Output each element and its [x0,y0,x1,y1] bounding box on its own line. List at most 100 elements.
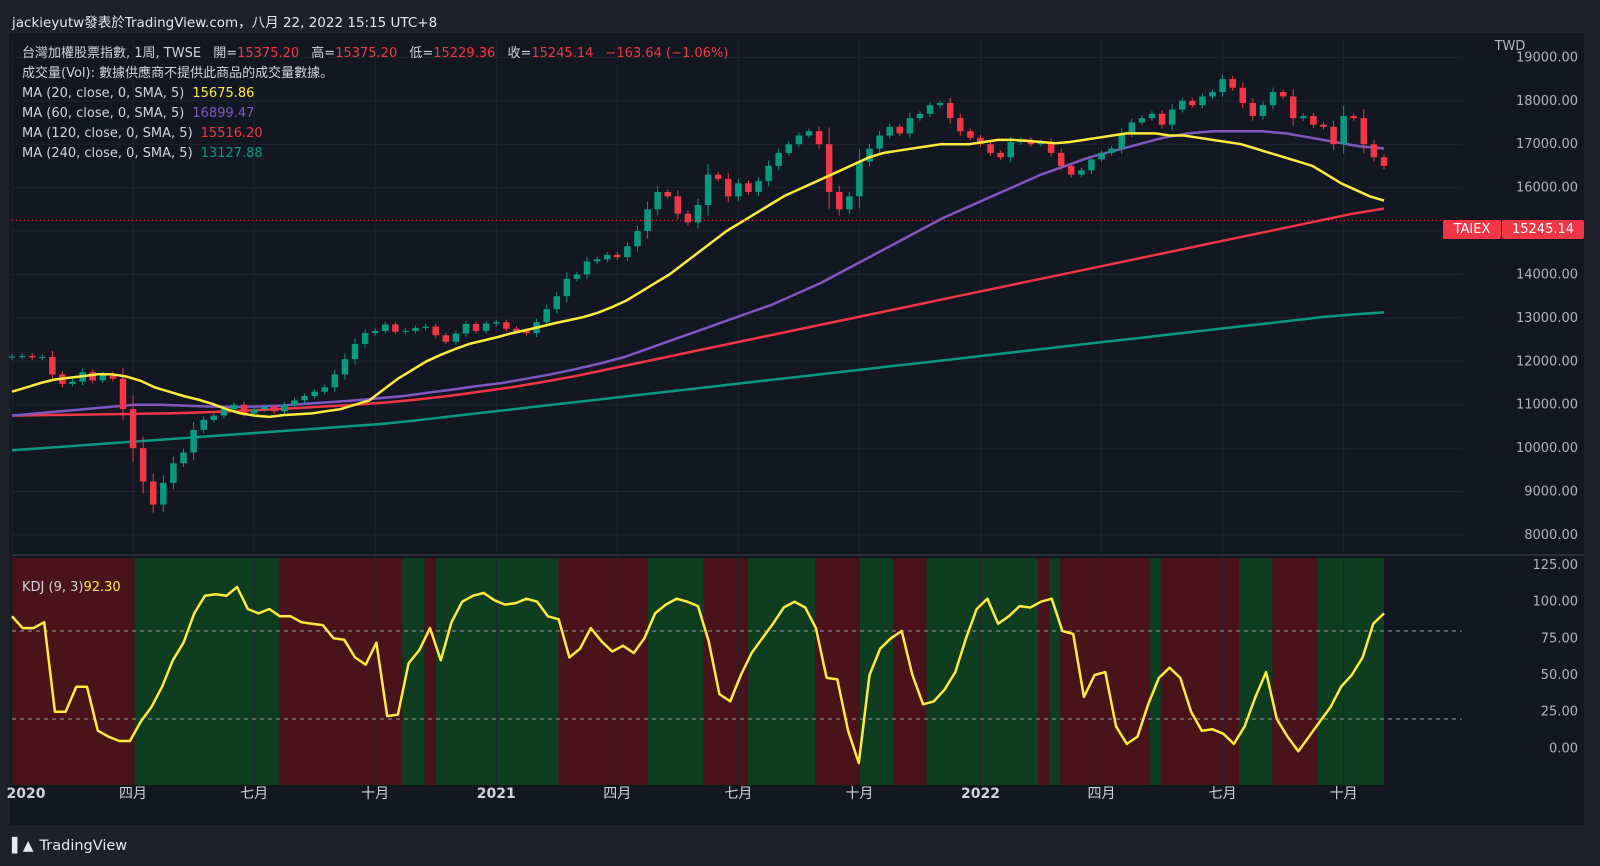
candle-body [866,148,873,162]
candle-body [382,324,389,331]
ma120-series-line [11,207,1385,417]
candle-body [230,404,238,410]
x-tick-label-0: 2020 [7,786,46,802]
candle-body [926,105,934,114]
x-tick-label-9: 四月 [1088,786,1116,802]
candle-body [281,404,288,412]
ohlc-row: 台灣加權股票指數, 1周, TWSE 開=15375.20 高=15375.20… [22,44,728,64]
candle-body [1108,148,1115,153]
candle-body [1168,109,1176,125]
close-label: 收= [507,46,532,61]
kdj-regime-10 [815,558,860,785]
y-tick-label-3: 11000.00 [1516,398,1578,413]
ma60-row[interactable]: MA (60, close, 0, SMA, 5) 16899.47 [22,104,728,124]
candle-body [825,144,833,192]
candle-body [200,419,207,430]
close-value: 15245.14 [531,46,594,61]
candle-body [755,181,762,192]
y-tick-label-9: 17000.00 [1516,137,1578,152]
kdj-regime-8 [703,558,749,785]
candle-body [573,274,581,279]
kdj-tick-label-4: 25.00 [1541,705,1578,720]
ma120-label: MA (120, close, 0, SMA, 5) [22,126,193,141]
candle-body [351,343,359,360]
y-tick-label-6: 14000.00 [1516,267,1578,282]
ma120-row[interactable]: MA (120, close, 0, SMA, 5) 15516.20 [22,124,728,144]
kdj-legend[interactable]: KDJ (9, 3)92.30 [22,580,121,595]
y-tick-label-4: 12000.00 [1516,354,1578,369]
candle-body [1370,144,1378,158]
candle-body [1007,142,1014,158]
y-tick-label-8: 16000.00 [1516,181,1578,196]
candle-body [795,135,803,145]
candle-body [392,324,399,332]
open-label: 開= [213,46,238,61]
x-tick-label-4: 2021 [477,786,516,802]
open-value: 15375.20 [237,46,300,61]
candle-body [69,381,76,384]
candle-body [442,335,450,342]
candle-body [422,326,429,328]
candle-body [1199,96,1206,106]
candle-body [886,126,893,136]
candle-body [1098,152,1105,160]
x-tick-label-5: 四月 [603,786,631,802]
candle-body [28,356,36,358]
candle-body [916,113,924,119]
candle-body [361,333,369,344]
ma120-value: 15516.20 [200,126,263,141]
low-label: 低= [409,46,434,61]
ma240-series-line [11,311,1385,452]
candle-body [674,196,682,214]
ma20-label: MA (20, close, 0, SMA, 5) [22,86,185,101]
candle-body [49,356,56,375]
candle-body [402,330,409,332]
candle-body [725,178,732,197]
candle-body [301,396,308,401]
candle-body [714,174,722,179]
candle-body [654,191,661,210]
candle-body [1249,102,1257,116]
low-value: 15229.36 [433,46,496,61]
candle-body [1229,79,1236,88]
footer-brand[interactable]: ▌▲ TradingView [12,838,127,854]
candle-body [89,372,96,381]
candle-body [1138,118,1146,123]
kdj-value: 92.30 [83,580,121,595]
candle-body [523,330,530,334]
candle-body [543,309,550,323]
volume-info: 成交量(Vol): 數據供應商不提供此商品的成交量數據。 [22,66,334,81]
kdj-regime-3 [402,558,425,785]
kdj-regime-1 [134,558,280,785]
ma240-row[interactable]: MA (240, close, 0, SMA, 5) 13127.88 [22,144,728,164]
candle-body [906,118,914,134]
candle-body [1289,96,1297,119]
candle-body [180,452,187,464]
kdj-tick-label-5: 0.00 [1549,741,1578,756]
kdj-regime-13 [926,558,1039,785]
publisher-info: jackieyutw發表於TradingView.com，八月 22, 2022… [12,15,438,31]
candle-body [987,144,994,153]
candle-body [775,152,782,166]
candle-body [1148,113,1156,119]
ma60-series-line [11,129,1385,417]
candle-body [946,102,954,119]
candle-body [331,374,339,388]
x-tick-label-6: 七月 [724,786,752,802]
ma20-row[interactable]: MA (20, close, 0, SMA, 5) 15675.86 [22,84,728,104]
kdj-regime-5 [435,558,559,785]
kdj-regime-21 [1317,558,1384,785]
candle-body [412,327,419,331]
candle-body [957,118,964,132]
candle-body [997,152,1004,158]
candle-body [664,191,671,197]
kdj-regime-14 [1038,558,1050,785]
candle-body [1118,133,1125,149]
price-tag-symbol: TAIEX [1443,220,1501,239]
kdj-regime-20 [1272,558,1318,785]
candle-body [553,296,561,310]
y-tick-label-2: 10000.00 [1516,441,1578,456]
kdj-regime-4 [424,558,436,785]
candle-body [452,333,460,342]
